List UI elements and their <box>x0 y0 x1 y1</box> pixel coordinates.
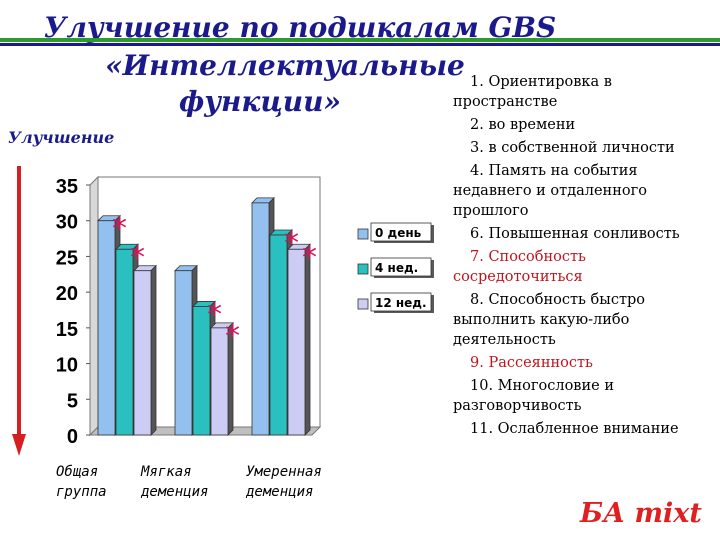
x-category-label-line: Умеренная <box>246 464 322 480</box>
bar <box>174 270 193 436</box>
significance-asterisk: * <box>284 226 299 261</box>
x-category-label-line: деменция <box>246 484 314 500</box>
bar <box>115 248 134 436</box>
improvement-arrow-icon <box>12 166 26 456</box>
criterion-item: 7. Способность сосредоточиться <box>453 249 586 285</box>
criterion-item: 3. в собственной личности <box>470 140 675 156</box>
y-tick-label: 5 <box>67 390 78 412</box>
title-rule-blue <box>0 43 720 46</box>
legend-swatch <box>357 228 369 240</box>
improvement-label: Улучшение <box>8 128 115 147</box>
legend-label: 0 день <box>375 226 422 240</box>
x-category-label: Общая группа <box>56 462 107 502</box>
legend-label: 12 нед. <box>375 296 427 310</box>
criterion-item: 4. Память на события недавнего и отдален… <box>453 163 647 219</box>
y-tick-label: 10 <box>56 355 78 377</box>
bar <box>210 327 229 436</box>
y-tick-label: 35 <box>56 176 78 198</box>
significance-asterisk: * <box>225 319 240 354</box>
legend-swatch <box>357 298 369 310</box>
criterion-item: 9. Рассеянность <box>470 355 593 371</box>
criteria-list: 1. Ориентировка в пространстве 2. во врем… <box>453 72 718 442</box>
bar <box>97 220 116 436</box>
y-tick-label: 0 <box>67 426 78 448</box>
y-tick-label: 25 <box>56 247 78 269</box>
footer-tag: БА mixt <box>580 498 702 529</box>
bar <box>287 248 306 436</box>
bar <box>269 234 288 436</box>
y-tick-label: 30 <box>56 212 78 234</box>
significance-asterisk: * <box>112 212 127 247</box>
y-tick-label: 20 <box>56 283 78 305</box>
criterion-item: 1. Ориентировка в пространстве <box>453 74 612 110</box>
legend-swatch <box>357 263 369 275</box>
bar-side <box>150 264 157 436</box>
criterion-item: 2. во времени <box>470 117 576 133</box>
criterion-item: 10. Многословие и разговорчивость <box>453 378 614 414</box>
x-category-label-line: Общая <box>56 464 99 480</box>
title-rule-green <box>0 38 720 42</box>
significance-asterisk: * <box>207 297 222 332</box>
x-category-label-line: группа <box>56 484 107 500</box>
criterion-item: 6. Повышенная сонливость <box>470 226 680 242</box>
x-category-label: Мягкая деменция <box>141 462 208 502</box>
title-line-1: Улучшение по подшкалам GBS <box>43 11 557 44</box>
criterion-item: 8. Способность быстро выполнить какую-ли… <box>453 292 645 348</box>
y-tick-label: 15 <box>56 319 78 341</box>
x-category-label-line: Мягкая <box>141 464 192 480</box>
legend-label: 4 нед. <box>375 261 418 275</box>
significance-asterisk: * <box>302 240 317 275</box>
legend-label-box <box>370 257 432 277</box>
criterion-item: 11. Ослабленное внимание <box>470 421 679 437</box>
bar <box>192 306 211 436</box>
significance-asterisk: * <box>130 240 145 275</box>
title-line-2: «Интеллектуальные <box>105 49 465 82</box>
plot-side-wall <box>89 175 99 437</box>
bar <box>133 270 152 436</box>
legend-label-box <box>370 222 432 242</box>
legend-label-box <box>370 292 432 312</box>
x-category-label: Умеренная деменция <box>246 462 322 502</box>
title-line-3: функции» <box>178 85 342 118</box>
x-category-label-line: деменция <box>141 484 209 500</box>
bar <box>251 202 270 436</box>
